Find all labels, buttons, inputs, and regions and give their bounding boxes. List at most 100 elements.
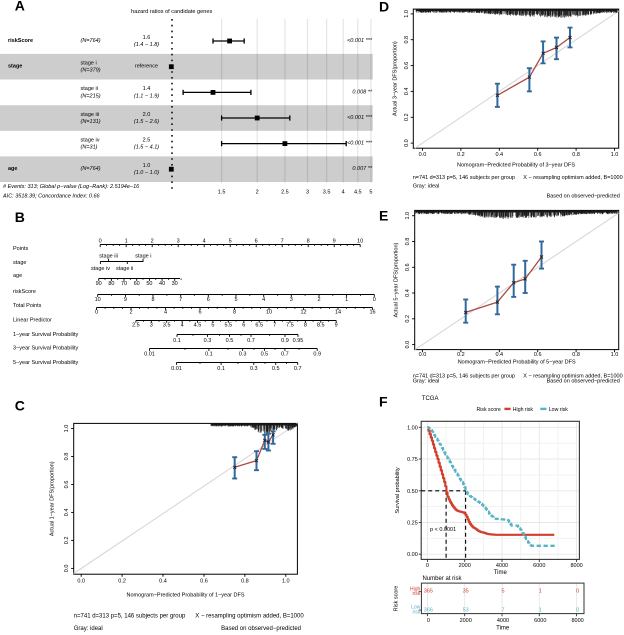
svg-text:5: 5: [229, 238, 232, 244]
svg-text:Low: Low: [411, 605, 421, 611]
svg-text:3: 3: [150, 322, 153, 328]
svg-text:2.5: 2.5: [132, 322, 140, 328]
svg-text:6.5: 6.5: [255, 322, 263, 328]
svg-text:(N=131): (N=131): [81, 119, 101, 125]
svg-text:(1.1 − 1.9): (1.1 − 1.9): [134, 93, 159, 99]
svg-text:9: 9: [335, 322, 338, 328]
svg-text:0.008 **: 0.008 **: [352, 89, 372, 95]
svg-text:Nomogram−Predicted Probability: Nomogram−Predicted Probability of 3−year…: [457, 162, 575, 168]
svg-text:0.01: 0.01: [144, 351, 155, 357]
svg-text:2: 2: [256, 190, 259, 196]
svg-text:0: 0: [426, 563, 429, 569]
svg-text:9: 9: [333, 238, 336, 244]
svg-text:reference: reference: [135, 64, 158, 70]
svg-text:n=741 d=313 p=5, 146 subjects: n=741 d=313 p=5, 146 subjects per group: [74, 614, 186, 620]
svg-text:2.5: 2.5: [143, 137, 151, 143]
svg-text:(N=215): (N=215): [81, 93, 101, 99]
svg-text:0.4: 0.4: [159, 578, 167, 584]
svg-text:F: F: [379, 394, 388, 410]
svg-text:0.2: 0.2: [405, 315, 411, 323]
svg-text:0.3: 0.3: [239, 351, 247, 357]
svg-text:0.8: 0.8: [241, 578, 249, 584]
svg-text:stage ii: stage ii: [116, 266, 133, 272]
svg-text:0.3: 0.3: [250, 366, 258, 372]
svg-text:stage ii: stage ii: [81, 86, 98, 92]
svg-text:1: 1: [539, 608, 542, 614]
svg-text:1.0: 1.0: [64, 425, 70, 433]
svg-text:8: 8: [307, 238, 310, 244]
svg-text:Time: Time: [494, 570, 508, 576]
svg-text:risk: risk: [413, 609, 421, 615]
svg-text:7: 7: [273, 322, 276, 328]
svg-text:riskScore: riskScore: [13, 289, 36, 295]
svg-text:0.2: 0.2: [404, 113, 410, 121]
svg-text:16: 16: [369, 310, 375, 316]
svg-text:0.3: 0.3: [204, 338, 212, 344]
svg-text:0.2: 0.2: [457, 352, 465, 358]
svg-text:X − resampling optimism added,: X − resampling optimism added, B=1000: [523, 175, 622, 181]
svg-text:p < 0.0001: p < 0.0001: [430, 527, 456, 533]
svg-text:0.75: 0.75: [407, 457, 418, 463]
svg-text:0.6: 0.6: [200, 578, 208, 584]
svg-text:riskScore: riskScore: [8, 38, 33, 44]
svg-text:0.0: 0.0: [419, 152, 427, 158]
svg-text:0: 0: [99, 238, 102, 244]
svg-text:0.00: 0.00: [407, 552, 418, 558]
svg-text:X − resampling optimism added,: X − resampling optimism added, B=1000: [195, 614, 304, 620]
svg-text:50: 50: [146, 281, 152, 287]
svg-text:1: 1: [539, 588, 542, 594]
svg-text:0.1: 0.1: [173, 338, 181, 344]
svg-text:1−year Survival Probability: 1−year Survival Probability: [13, 332, 79, 338]
svg-text:1.0: 1.0: [282, 578, 290, 584]
svg-text:1.5: 1.5: [218, 190, 226, 196]
svg-text:4: 4: [342, 190, 345, 196]
svg-text:risk: risk: [413, 591, 421, 597]
svg-text:stage i: stage i: [135, 254, 151, 260]
svg-text:53: 53: [463, 608, 469, 614]
svg-text:2.5: 2.5: [281, 190, 289, 196]
svg-text:Risk score: Risk score: [394, 586, 400, 612]
svg-text:12: 12: [300, 310, 306, 316]
svg-text:1.0: 1.0: [404, 10, 410, 18]
svg-text:7.5: 7.5: [286, 322, 294, 328]
svg-text:5: 5: [369, 190, 372, 196]
svg-text:stage: stage: [8, 64, 22, 70]
svg-text:0.7: 0.7: [294, 366, 302, 372]
svg-text:7: 7: [179, 297, 182, 303]
svg-text:3: 3: [177, 238, 180, 244]
svg-text:6000: 6000: [533, 563, 545, 569]
svg-text:stage iv: stage iv: [81, 137, 100, 143]
svg-text:Based on observed−predicted: Based on observed−predicted: [547, 193, 620, 199]
svg-text:0.1: 0.1: [217, 366, 225, 372]
svg-text:3−year Survival Probability: 3−year Survival Probability: [13, 346, 79, 352]
svg-text:0.2: 0.2: [118, 578, 126, 584]
svg-text:0.9: 0.9: [281, 338, 289, 344]
svg-text:1.0: 1.0: [611, 352, 619, 358]
svg-text:6: 6: [242, 322, 245, 328]
svg-text:3: 3: [290, 297, 293, 303]
svg-text:0.6: 0.6: [405, 263, 411, 271]
svg-text:stage iv: stage iv: [91, 266, 110, 272]
svg-text:(1.5 − 2.6): (1.5 − 2.6): [134, 119, 159, 125]
svg-text:2000: 2000: [460, 618, 472, 624]
svg-text:0.5: 0.5: [226, 338, 234, 344]
svg-text:0.0: 0.0: [419, 352, 427, 358]
svg-text:n=741 d=313 p=5, 146 subjects: n=741 d=313 p=5, 146 subjects per group: [413, 175, 515, 181]
svg-text:0: 0: [576, 588, 579, 594]
svg-text:<0.001 ***: <0.001 ***: [347, 38, 373, 44]
svg-text:stage iii: stage iii: [81, 112, 100, 118]
svg-text:0.0: 0.0: [405, 341, 411, 349]
svg-text:2: 2: [317, 297, 320, 303]
svg-text:B: B: [15, 209, 25, 225]
svg-text:0.8: 0.8: [572, 352, 580, 358]
svg-text:0.007 **: 0.007 **: [352, 166, 372, 172]
svg-text:3: 3: [306, 190, 309, 196]
svg-text:AIC: 3518.39; Concordance Inde: AIC: 3518.39; Concordance Index: 0.66: [2, 194, 101, 200]
svg-text:4: 4: [181, 322, 184, 328]
svg-text:(N=379): (N=379): [81, 68, 101, 74]
svg-text:1.0: 1.0: [405, 212, 411, 220]
svg-text:(1.5 − 4.1): (1.5 − 4.1): [134, 145, 159, 151]
svg-text:5: 5: [211, 322, 214, 328]
svg-text:0: 0: [373, 297, 376, 303]
svg-text:Number at risk: Number at risk: [423, 576, 463, 582]
